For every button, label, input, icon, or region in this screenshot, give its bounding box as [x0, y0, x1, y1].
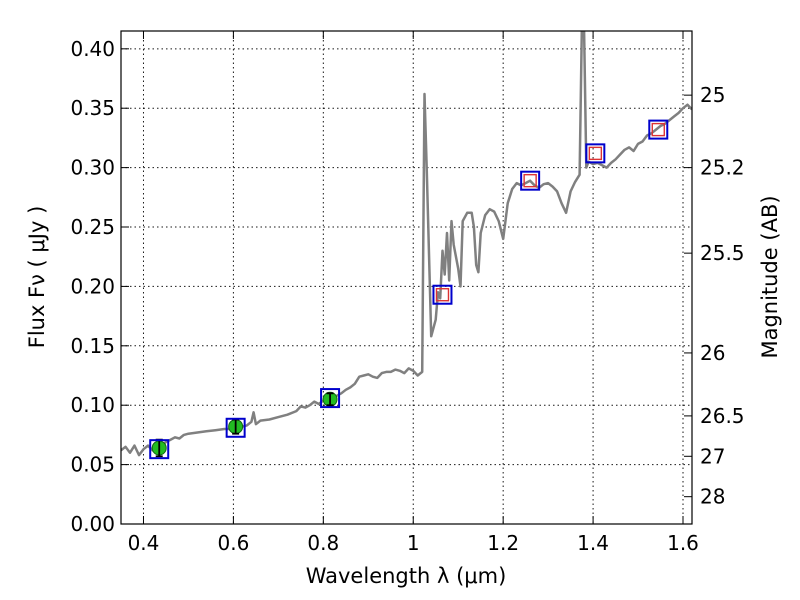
model-box — [432, 284, 453, 305]
x-tick-label: 0.6 — [217, 531, 249, 555]
y-tick-label: 0.40 — [70, 37, 115, 61]
y-tick-label: 0.15 — [70, 334, 115, 358]
x-tick-label: 1 — [407, 531, 420, 555]
x-tick-label: 0.8 — [307, 531, 339, 555]
model-box — [648, 119, 669, 140]
nir-point — [651, 122, 665, 137]
model-box — [149, 439, 170, 460]
model-box — [585, 143, 606, 164]
y2-tick-label: 25 — [700, 83, 725, 107]
axis-ticks: 0.4 0.6 0.8 1 1.2 1.4 1.6 0.00 0.05 0.10 0.15 0.20 0… — [70, 31, 745, 555]
y2-tick-label: 26.5 — [700, 404, 745, 428]
y2-tick-label: 26 — [700, 341, 725, 365]
x-tick-label: 0.4 — [128, 531, 160, 555]
y2-tick-label: 28 — [700, 485, 725, 509]
y2-axis-label: Magnitude (AB) — [758, 195, 782, 358]
y-tick-label: 0.20 — [70, 274, 115, 298]
nir-point — [588, 146, 603, 161]
y2-tick-label: 25.5 — [700, 241, 745, 265]
model-box — [520, 170, 541, 191]
y-tick-label: 0.05 — [70, 453, 115, 477]
y-tick-label: 0.25 — [70, 215, 115, 239]
y2-tick-label: 27 — [700, 444, 725, 468]
y-axis-label: Flux Fν ( μJy ) — [25, 206, 49, 349]
y-tick-label: 0.30 — [70, 156, 115, 180]
model-box — [225, 417, 246, 438]
y-tick-label: 0.10 — [70, 393, 115, 417]
y-tick-label: 0.35 — [70, 96, 115, 120]
x-axis-label: Wavelength λ (μm) — [306, 564, 507, 588]
x-tick-label: 1.4 — [577, 531, 609, 555]
plot-frame — [120, 30, 693, 525]
series-layer — [121, 31, 692, 460]
nir-point — [435, 288, 450, 302]
y2-tick-label: 25.2 — [700, 156, 745, 180]
nir-point — [523, 173, 537, 188]
x-tick-label: 1.2 — [487, 531, 519, 555]
model-box — [320, 388, 341, 409]
grid-lines — [121, 31, 692, 525]
x-tick-label: 1.6 — [667, 531, 699, 555]
y-tick-label: 0.00 — [70, 512, 115, 536]
